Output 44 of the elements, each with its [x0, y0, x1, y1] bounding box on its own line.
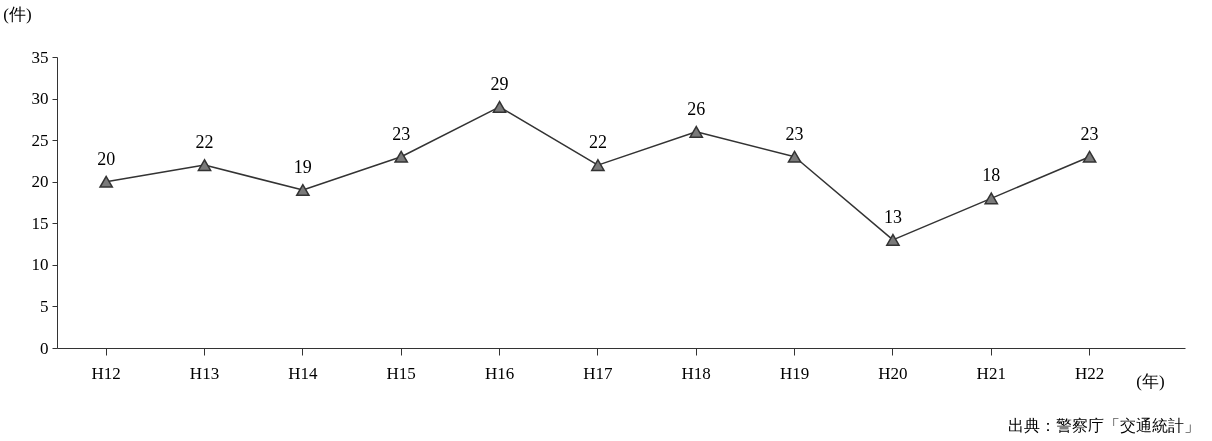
x-axis-title: (年) — [1136, 371, 1165, 391]
x-tick-label: H18 — [681, 363, 711, 383]
y-tick-label: 25 — [31, 130, 49, 150]
y-tick-label: 5 — [40, 296, 49, 316]
x-tick-label: H15 — [386, 363, 416, 383]
data-label: 18 — [982, 165, 1001, 186]
point — [295, 183, 310, 197]
point — [886, 233, 900, 246]
x-tick-label: H17 — [583, 363, 614, 383]
y-tick-label: 35 — [31, 47, 49, 67]
data-label: 22 — [588, 132, 607, 153]
source-note: 出典：警察庁「交通統計」 — [1008, 417, 1200, 434]
point — [394, 150, 409, 163]
y-tick-label: 0 — [40, 338, 49, 358]
data-label: 29 — [490, 73, 509, 94]
data-label: 23 — [392, 123, 411, 144]
data-label: 20 — [97, 148, 116, 169]
x-tick-label: H19 — [779, 363, 810, 383]
y-tick-label: 20 — [31, 172, 49, 192]
x-tick-label: H13 — [189, 363, 220, 383]
x-tick-label: H21 — [976, 363, 1006, 383]
point — [1082, 150, 1097, 163]
point — [689, 125, 704, 138]
point — [197, 159, 212, 172]
point — [984, 192, 999, 205]
point — [591, 159, 605, 172]
data-label: 13 — [883, 206, 902, 227]
data-label: 26 — [687, 98, 706, 119]
point — [492, 100, 507, 113]
data-label: 19 — [293, 157, 312, 178]
data-label: 23 — [785, 123, 804, 144]
x-tick-label: H20 — [878, 363, 908, 383]
y-tick-label: 30 — [31, 89, 49, 109]
data-label: 22 — [195, 132, 214, 153]
y-tick-label: 15 — [31, 213, 49, 233]
point — [787, 150, 802, 163]
x-tick-label: H14 — [288, 363, 318, 383]
x-tick-label: H16 — [484, 363, 515, 383]
y-axis-title: (件) — [3, 4, 32, 24]
x-tick-label: H22 — [1074, 363, 1105, 383]
data-label: 23 — [1080, 123, 1099, 144]
y-tick-label: 10 — [31, 255, 49, 275]
point — [99, 175, 114, 188]
x-tick-label: H12 — [91, 363, 121, 383]
